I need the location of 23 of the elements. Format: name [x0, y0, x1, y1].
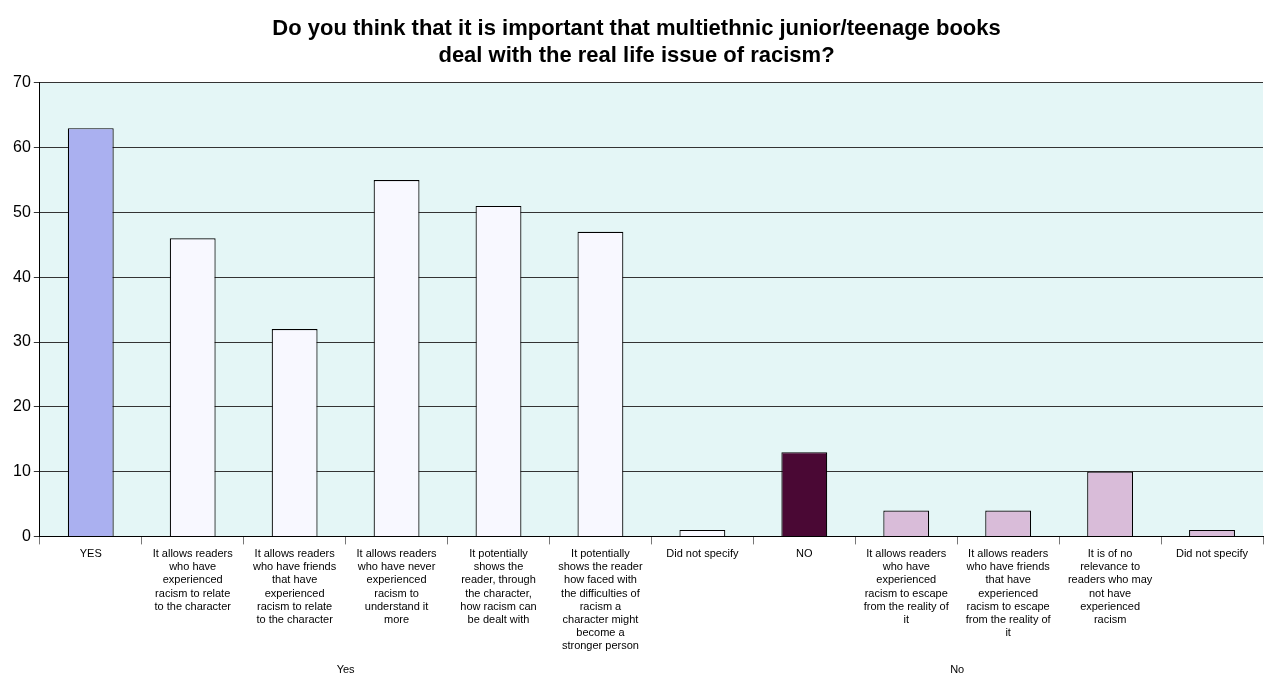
x-tick-label: It allows readers who have experienced racism to relate to the character — [152, 547, 234, 612]
y-tick-label: 50 — [13, 202, 31, 220]
y-tick-label: 30 — [13, 332, 31, 350]
x-tick-label: It allows readers who have friends that have experienced racism to relate to the character — [252, 547, 337, 626]
text: No — [950, 663, 965, 676]
y-tick-label: 70 — [13, 73, 31, 91]
x-tick-label: Did not specify — [1175, 547, 1249, 560]
x-tick-label: YES — [79, 547, 102, 560]
x-tick-label: Did not specify — [666, 547, 739, 560]
x-tick-label: It is of no relevance to readers who may not have experienced racism — [1067, 547, 1153, 626]
y-tick-label: 60 — [13, 138, 31, 156]
x-tick-label: It allows readers who have never experienced racism to understand it more — [356, 547, 438, 626]
y-tick-label: 20 — [13, 397, 31, 415]
x-tick-label: It allows readers who have friends that have experienced racism to escape from the reality of it — [965, 547, 1052, 639]
x-tick-label: It potentially shows the reader how faced with the difficulties of racism a character might become a stronger person — [558, 547, 643, 652]
x-tick-label: NO — [796, 547, 813, 560]
x-tick-label: It allows readers who have experienced racism to escape from the reality of it — [863, 547, 950, 626]
x-tick-label: It potentially shows the reader, through the character, how racism can be dealt with — [460, 547, 537, 626]
chart-title: Do you think that it is important that multiethnic junior/teenage books deal with the real life issue of racism? — [272, 15, 1001, 67]
text: Yes — [336, 663, 356, 676]
y-tick-label: 40 — [13, 267, 31, 285]
y-tick-label: 10 — [13, 462, 31, 480]
y-tick-label: 0 — [21, 526, 31, 544]
